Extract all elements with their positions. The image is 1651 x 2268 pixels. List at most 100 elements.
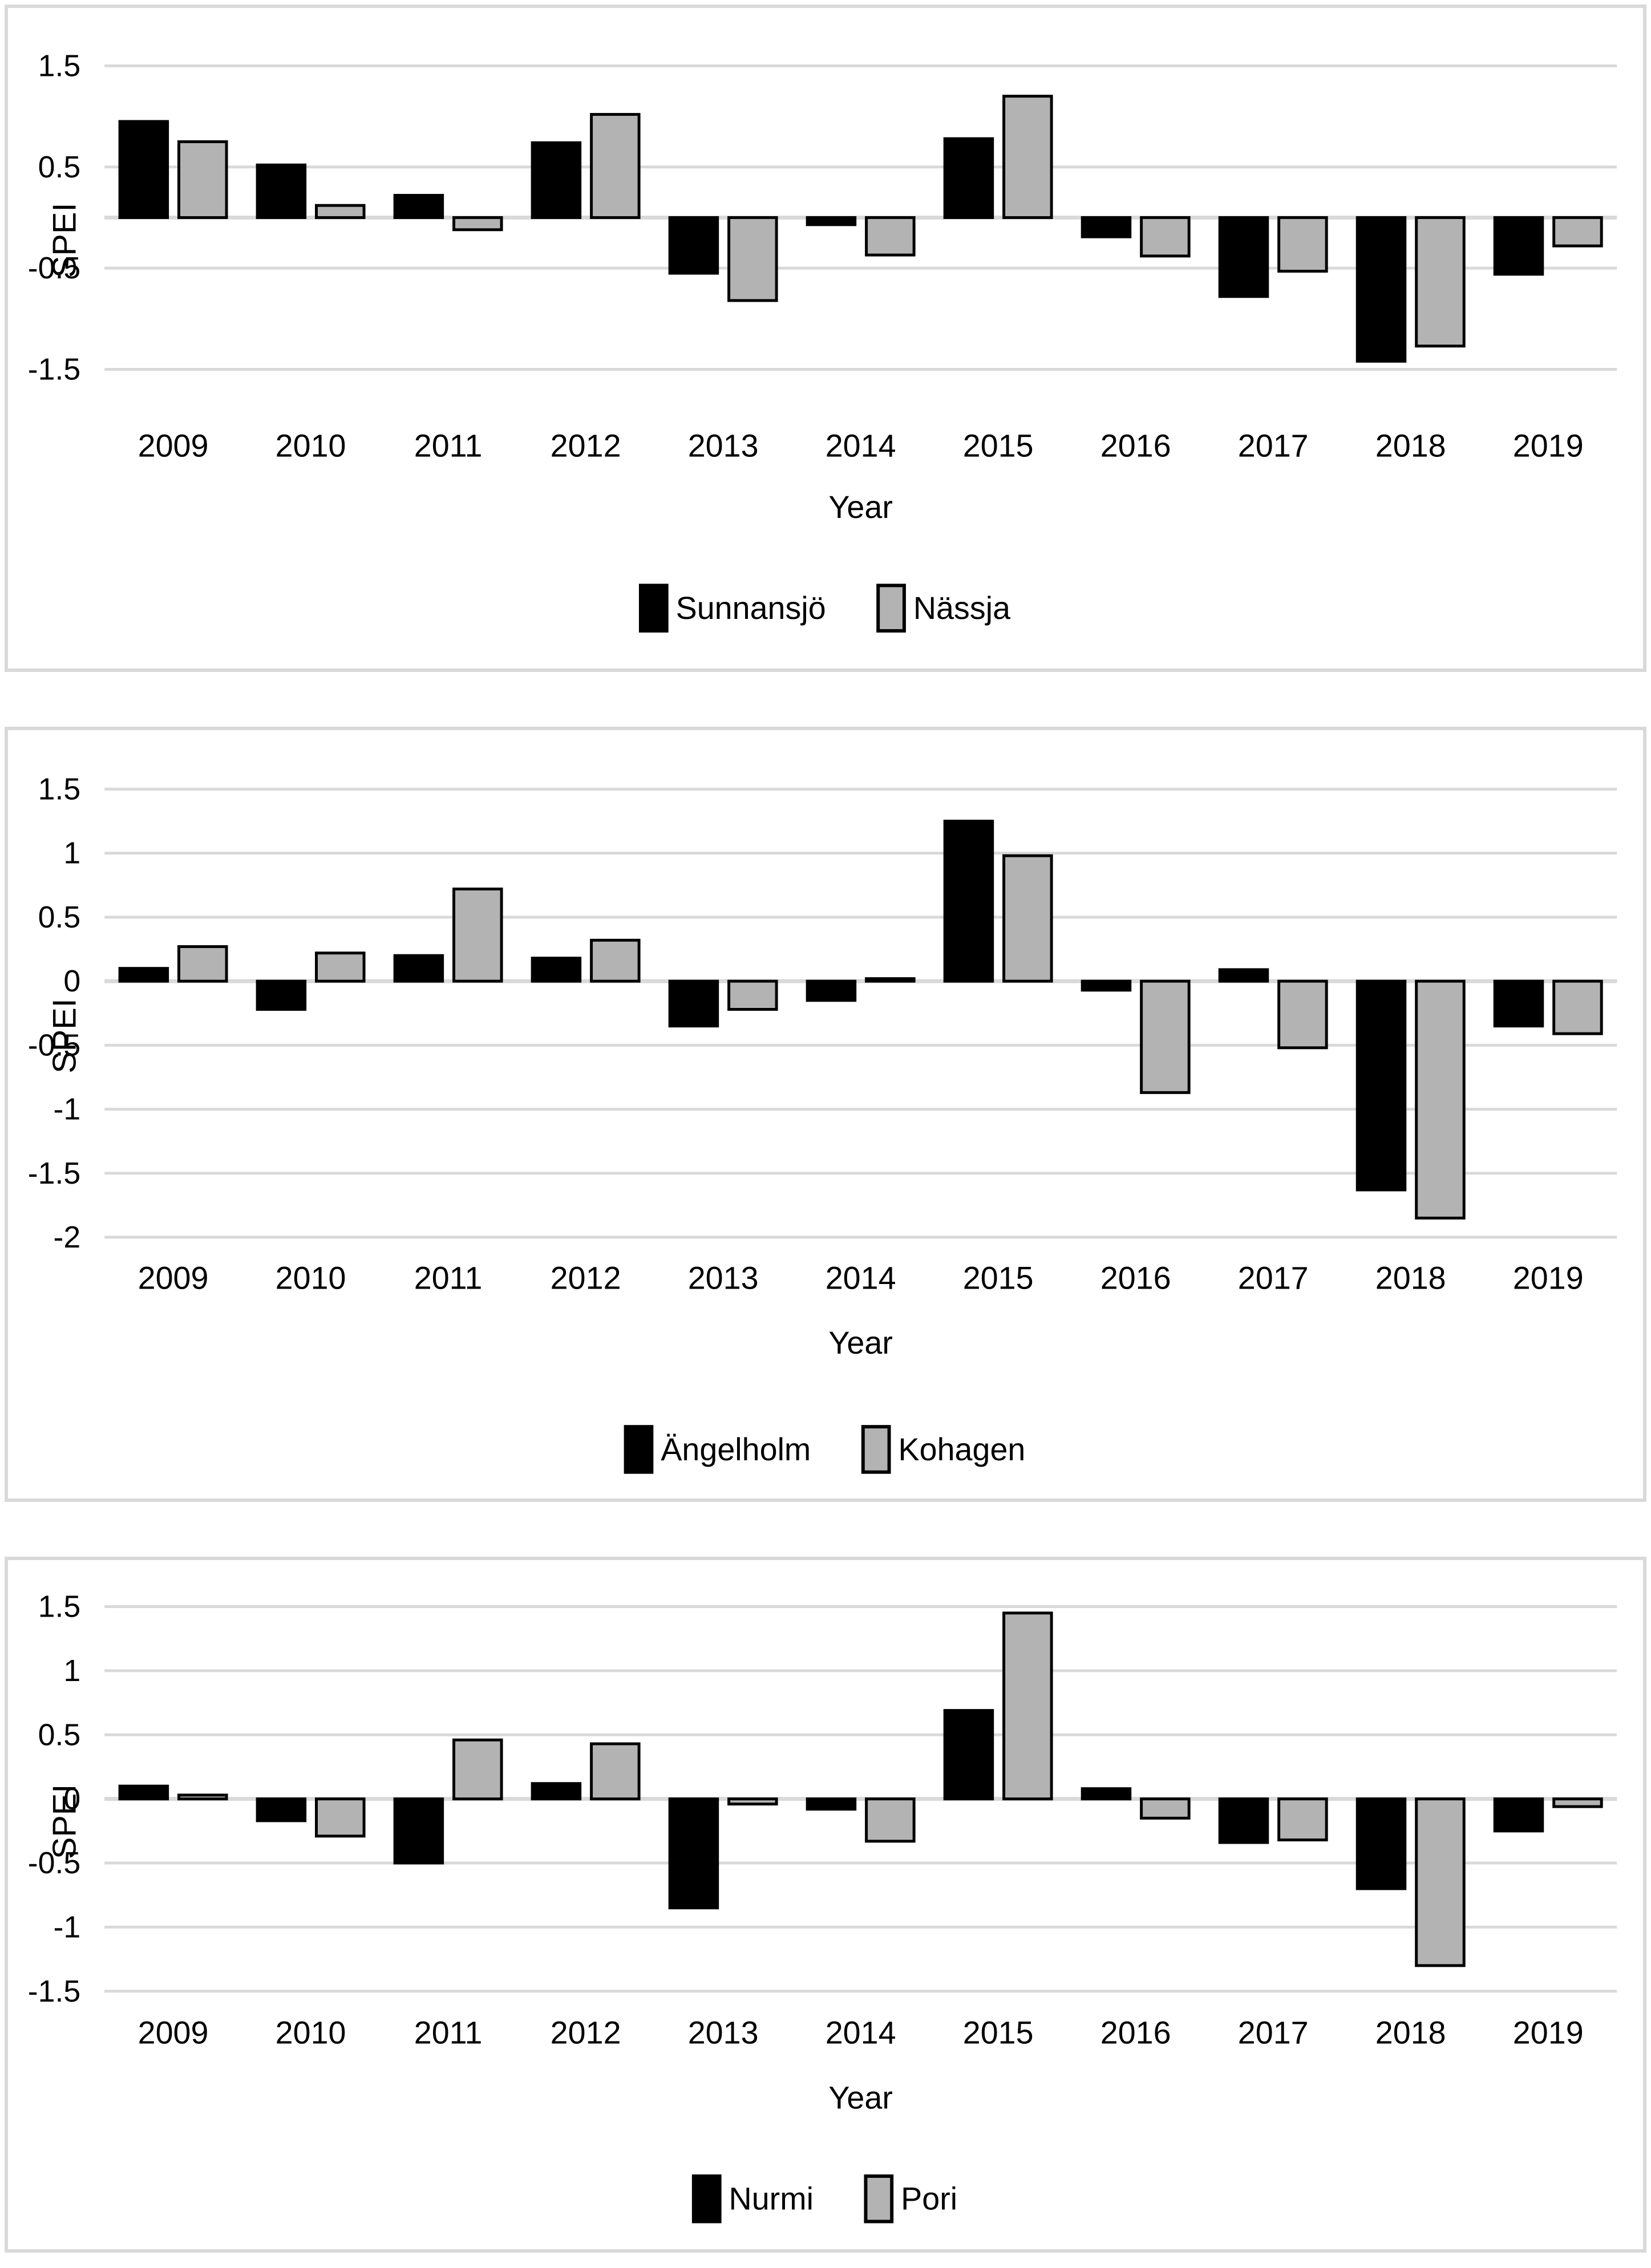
- bar-ängelholm-2018: [1355, 979, 1407, 1191]
- bar-sunnansjö-2019: [1493, 216, 1544, 276]
- x-tick-label: 2015: [963, 2015, 1034, 2050]
- bar-nässja-2009: [177, 140, 228, 219]
- x-tick-label: 2016: [1100, 2015, 1171, 2050]
- bar-kohagen-2014: [865, 977, 916, 983]
- legend-swatch-ängelholm: [624, 1424, 654, 1474]
- legend: Nurmi Pori: [691, 2174, 957, 2224]
- x-tick-label: 2009: [138, 428, 209, 464]
- y-tick-label: -1: [54, 1092, 81, 1126]
- bar-nurmi-2013: [668, 1797, 719, 1910]
- bar-ängelholm-2016: [1081, 979, 1132, 991]
- bar-ängelholm-2015: [943, 819, 994, 983]
- x-tick-label: 2009: [138, 2015, 209, 2050]
- x-tick-label: 2017: [1238, 1260, 1309, 1295]
- y-tick-label: -0.5: [28, 1846, 81, 1880]
- bar-nässja-2011: [452, 216, 503, 232]
- bar-kohagen-2012: [590, 938, 641, 983]
- x-tick-label: 2019: [1513, 2015, 1584, 2050]
- bar-nurmi-2010: [256, 1797, 307, 1822]
- x-tick-label: 2011: [414, 1260, 483, 1295]
- x-tick-label: 2016: [1100, 428, 1171, 464]
- bar-kohagen-2019: [1552, 979, 1603, 1035]
- bar-nässja-2012: [590, 113, 641, 219]
- bar-nässja-2017: [1277, 216, 1328, 273]
- bar-pori-2011: [452, 1738, 503, 1801]
- bar-kohagen-2015: [1002, 854, 1053, 983]
- bar-sunnansjö-2014: [806, 216, 857, 226]
- y-tick-label: -2: [54, 1220, 81, 1254]
- x-tick-label: 2009: [138, 1260, 209, 1295]
- x-tick-label: 2018: [1375, 428, 1446, 464]
- bar-nässja-2010: [315, 204, 366, 219]
- bar-nässja-2018: [1415, 216, 1466, 348]
- y-tick-label: 1.5: [38, 1590, 81, 1624]
- bar-kohagen-2017: [1277, 979, 1328, 1049]
- x-tick-label: 2013: [688, 2015, 759, 2050]
- bar-kohagen-2011: [452, 887, 503, 983]
- bar-pori-2010: [315, 1797, 366, 1838]
- bar-pori-2015: [1002, 1611, 1053, 1801]
- y-tick-label: -1.5: [28, 352, 81, 386]
- x-tick-label: 2014: [826, 2015, 896, 2050]
- y-tick-label: 0: [63, 1782, 80, 1816]
- legend-swatch-pori: [864, 2174, 894, 2224]
- bar-ängelholm-2014: [806, 979, 857, 1002]
- x-tick-label: 2017: [1238, 428, 1309, 464]
- x-axis-title: Year: [828, 1325, 893, 1360]
- bar-chart-angelholm-kohagen: 1.5 1 0.5 0 -0.5 -1 -1.5 -2 SPEI 2009 2010 2011 2012…: [28, 772, 1617, 1474]
- y-tick-label: 1.5: [38, 772, 81, 806]
- bar-nässja-2014: [865, 216, 916, 257]
- bar-nurmi-2017: [1218, 1797, 1269, 1844]
- x-tick-label: 2012: [551, 2015, 621, 2050]
- legend-label: Ängelholm: [661, 1431, 811, 1467]
- bar-sunnansjö-2009: [118, 120, 169, 219]
- legend-swatch-nurmi: [691, 2174, 722, 2224]
- y-tick-label: -1.5: [28, 1156, 81, 1190]
- bar-sunnansjö-2015: [943, 137, 994, 219]
- bar-nurmi-2019: [1493, 1797, 1544, 1833]
- x-tick-label: 2017: [1238, 2015, 1309, 2050]
- chart-panel-nurmi-pori: 1.5 1 0.5 0 -0.5 -1 -1.5 SPEI 2009 2010 2011 2012 20…: [5, 1557, 1646, 2253]
- bar-nurmi-2014: [806, 1797, 857, 1811]
- legend-label: Kohagen: [898, 1431, 1025, 1467]
- bar-ängelholm-2013: [668, 979, 719, 1027]
- x-tick-label: 2012: [551, 428, 621, 464]
- bar-ängelholm-2010: [256, 979, 307, 1011]
- bar-nässja-2013: [727, 216, 778, 302]
- x-tick-label: 2019: [1513, 428, 1584, 464]
- bar-kohagen-2010: [315, 951, 366, 983]
- bar-nurmi-2011: [393, 1797, 444, 1865]
- bar-pori-2016: [1140, 1797, 1191, 1820]
- x-axis-title: Year: [828, 489, 892, 525]
- bar-nässja-2019: [1552, 216, 1603, 248]
- x-tick-label: 2019: [1513, 1260, 1584, 1295]
- x-tick-label: 2014: [826, 1260, 896, 1295]
- bar-nurmi-2018: [1355, 1797, 1407, 1890]
- y-tick-label: 0.5: [38, 1718, 81, 1752]
- x-tick-label: 2014: [826, 428, 896, 464]
- bar-pori-2012: [590, 1742, 641, 1801]
- y-tick-label: -1.5: [28, 1974, 81, 2008]
- bar-nässja-2016: [1140, 216, 1191, 258]
- x-tick-label: 2016: [1100, 1260, 1171, 1295]
- bar-nurmi-2009: [118, 1784, 169, 1801]
- legend-label: Nurmi: [729, 2181, 814, 2217]
- bar-ängelholm-2011: [393, 954, 444, 983]
- y-tick-label: -0.5: [28, 251, 81, 285]
- bar-sunnansjö-2017: [1218, 216, 1269, 298]
- bar-nurmi-2012: [531, 1782, 582, 1801]
- bar-sunnansjö-2011: [393, 193, 444, 219]
- legend-swatch-nässja: [876, 584, 906, 633]
- x-tick-label: 2010: [276, 2015, 346, 2050]
- bar-kohagen-2016: [1140, 979, 1191, 1094]
- bar-ängelholm-2017: [1218, 967, 1269, 983]
- x-tick-label: 2018: [1375, 1260, 1446, 1295]
- chart-panel-sunnansjo-nassja: 1.5 0.5 -0.5 -1.5 SPEI 2009 2010 2011 2012 2013 20…: [5, 5, 1646, 672]
- y-axis-title: SPEI: [46, 1784, 83, 1859]
- legend-swatch-sunnansjö: [638, 584, 669, 633]
- legend-swatch-kohagen: [861, 1424, 891, 1474]
- legend: Sunnansjö Nässja: [638, 584, 1010, 633]
- bar-pori-2013: [727, 1797, 778, 1806]
- x-tick-label: 2011: [414, 428, 483, 464]
